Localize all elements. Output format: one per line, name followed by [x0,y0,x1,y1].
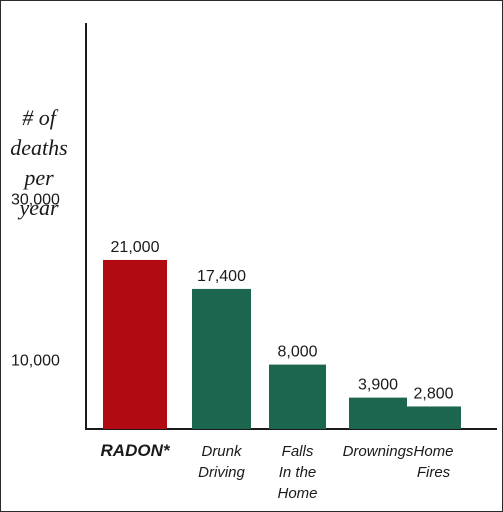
bar-value-label: 21,000 [111,239,160,256]
category-label: Driving [198,464,245,481]
bar [269,364,326,429]
category-label: Home [413,443,453,460]
bar-value-label: 8,000 [277,344,317,361]
category-label: Drownings [343,443,414,460]
y-axis-title-line: per [22,165,54,190]
category-label: Fires [417,464,451,481]
category-label: Home [277,485,317,502]
bar [192,288,251,429]
bar-value-label: 17,400 [197,268,246,285]
category-label: RADON* [101,441,171,460]
y-axis-title-line: year [17,195,59,220]
y-axis-title-line: # of [22,105,59,130]
bar [103,259,167,429]
y-tick-label: 30,000 [11,192,60,209]
category-label: Falls [282,443,314,460]
bar [349,397,407,429]
category-label: Drunk [201,443,243,460]
bar-value-label: 2,800 [413,385,453,402]
bar [406,406,461,429]
y-axis-title-line: deaths [10,135,67,160]
category-label: In the [279,464,317,481]
bar-value-label: 3,900 [358,377,398,394]
y-tick-label: 10,000 [11,353,60,370]
